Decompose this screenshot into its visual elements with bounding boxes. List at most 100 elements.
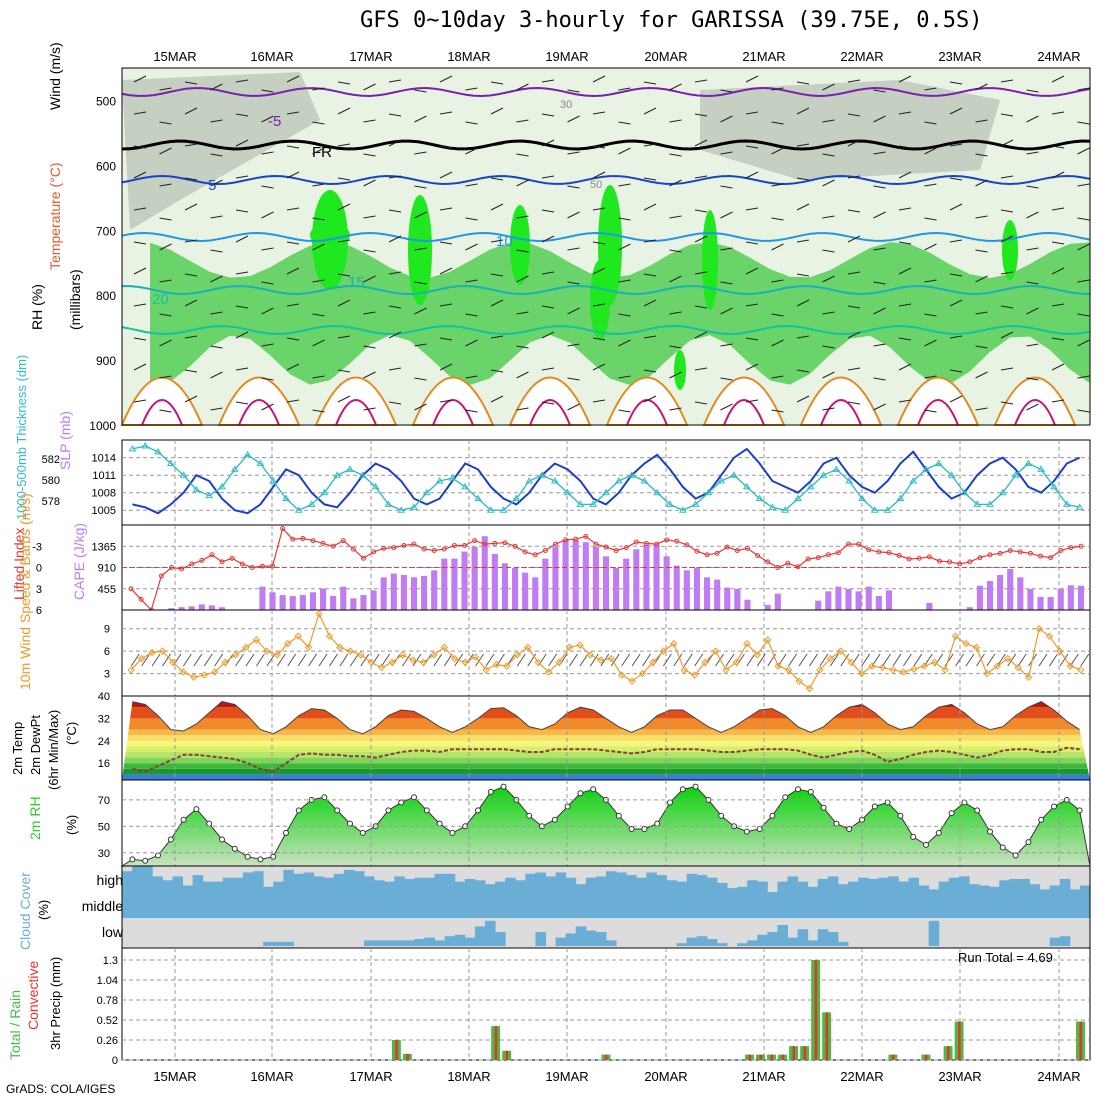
wind-barb bbox=[745, 171, 759, 179]
cloud-bar-high bbox=[575, 884, 587, 892]
rh2m-axis-label: 2m RH bbox=[27, 796, 43, 840]
li-marker bbox=[815, 555, 821, 561]
wind-barb-10m bbox=[276, 653, 286, 667]
li-marker bbox=[825, 552, 831, 558]
wind-barb bbox=[847, 367, 861, 371]
wind-barb bbox=[312, 375, 325, 379]
wind-barb bbox=[796, 299, 810, 307]
upper-frame bbox=[121, 67, 1091, 426]
wind-barb bbox=[235, 401, 249, 405]
wind-marker bbox=[419, 658, 428, 667]
wind-barb bbox=[439, 75, 453, 83]
wind-barb bbox=[286, 337, 300, 341]
cloud-bar-high bbox=[142, 866, 153, 892]
wind-barb bbox=[261, 211, 274, 219]
wind-barb bbox=[1077, 409, 1090, 413]
temp-axis-label: Temperature (°C) bbox=[47, 162, 63, 270]
cape-bar bbox=[673, 565, 680, 610]
cloud-bar-low bbox=[454, 934, 466, 946]
wind-barb bbox=[516, 153, 529, 157]
rh-marker bbox=[283, 829, 289, 836]
wind-marker bbox=[524, 643, 532, 652]
cloud-layer-label: high bbox=[97, 872, 123, 888]
wind-barb bbox=[337, 107, 351, 115]
wind-marker bbox=[857, 669, 866, 678]
cloud-bar-middle bbox=[1039, 892, 1051, 918]
wind-barb bbox=[771, 375, 784, 379]
wind-barb bbox=[414, 281, 427, 285]
rh-marker bbox=[884, 799, 891, 806]
wind-barb bbox=[439, 337, 453, 341]
li-marker bbox=[583, 533, 589, 539]
precip-tick: 0.78 bbox=[97, 995, 118, 1007]
wind-barb bbox=[235, 331, 249, 339]
wind-barb bbox=[210, 215, 223, 219]
wind-marker bbox=[962, 639, 970, 648]
wind-barb bbox=[363, 371, 376, 379]
cloud-bar-high bbox=[555, 872, 567, 892]
wind-barb bbox=[924, 87, 937, 91]
cloud-bar-high bbox=[989, 886, 1000, 892]
cloud-bar-high bbox=[495, 881, 506, 892]
cape-bar bbox=[471, 546, 478, 610]
rh-marker bbox=[923, 841, 929, 848]
wind-barb bbox=[286, 303, 300, 307]
thickness-marker bbox=[1062, 500, 1071, 507]
wind-barb bbox=[363, 275, 376, 283]
cape-bar bbox=[693, 567, 701, 610]
li-marker bbox=[643, 540, 649, 546]
wind-barb-10m bbox=[245, 653, 255, 667]
convective-bar bbox=[505, 1050, 509, 1060]
wind-barb bbox=[1077, 279, 1090, 283]
li-marker bbox=[967, 559, 973, 565]
temp-band bbox=[122, 735, 1090, 741]
wind-barb-10m bbox=[642, 653, 651, 667]
cloud-bar-middle bbox=[525, 892, 536, 918]
cloud-bar-middle bbox=[727, 892, 738, 918]
wind-marker bbox=[513, 651, 522, 659]
cloud-bar-high bbox=[858, 877, 869, 892]
wind-marker bbox=[398, 651, 407, 659]
cloud-bar-high bbox=[969, 884, 980, 892]
rh-marker bbox=[692, 783, 699, 790]
wind-barb-10m bbox=[673, 653, 683, 667]
wind-marker bbox=[711, 647, 720, 655]
wind-barb bbox=[414, 307, 427, 315]
wind-barb bbox=[490, 107, 504, 115]
wind-barb bbox=[873, 403, 886, 411]
wind-barb bbox=[1077, 375, 1090, 379]
date-label-top: 18MAR bbox=[447, 49, 490, 64]
wind-barb bbox=[898, 363, 912, 371]
cloud-bar-high bbox=[676, 881, 688, 892]
rh-marker bbox=[180, 816, 187, 823]
wind-barb bbox=[516, 83, 529, 91]
li-marker bbox=[936, 558, 942, 564]
wind-barb bbox=[388, 139, 402, 147]
wind-barb bbox=[924, 375, 937, 379]
li-marker bbox=[158, 573, 164, 579]
wind-barb bbox=[592, 111, 606, 115]
dewpt-axis-label: 2m DewPt bbox=[28, 715, 43, 775]
wind-barb bbox=[924, 409, 937, 413]
rh-zone-mid-right bbox=[700, 80, 1000, 180]
thickness-marker bbox=[704, 488, 713, 496]
level-tick: 600 bbox=[96, 159, 116, 173]
cape-bar bbox=[289, 595, 296, 610]
dewpoint-line bbox=[132, 746, 1080, 773]
wind-barb bbox=[261, 377, 274, 381]
cape-bar bbox=[623, 558, 630, 610]
wind-barb bbox=[439, 241, 453, 245]
rh-bright-cell bbox=[310, 223, 350, 247]
wind-barb bbox=[414, 151, 427, 155]
cloud-bar-high bbox=[364, 876, 375, 892]
wind-barb bbox=[618, 147, 631, 155]
wind-marker bbox=[743, 639, 751, 648]
cape-bar bbox=[481, 536, 488, 610]
li-marker bbox=[482, 541, 488, 547]
cloud-bar-high bbox=[424, 877, 436, 892]
cloud-bar-high bbox=[757, 881, 768, 892]
dry-bump bbox=[411, 376, 495, 426]
wind-barb bbox=[337, 239, 351, 243]
wind-barb bbox=[363, 153, 376, 157]
wind-barb bbox=[771, 87, 784, 91]
